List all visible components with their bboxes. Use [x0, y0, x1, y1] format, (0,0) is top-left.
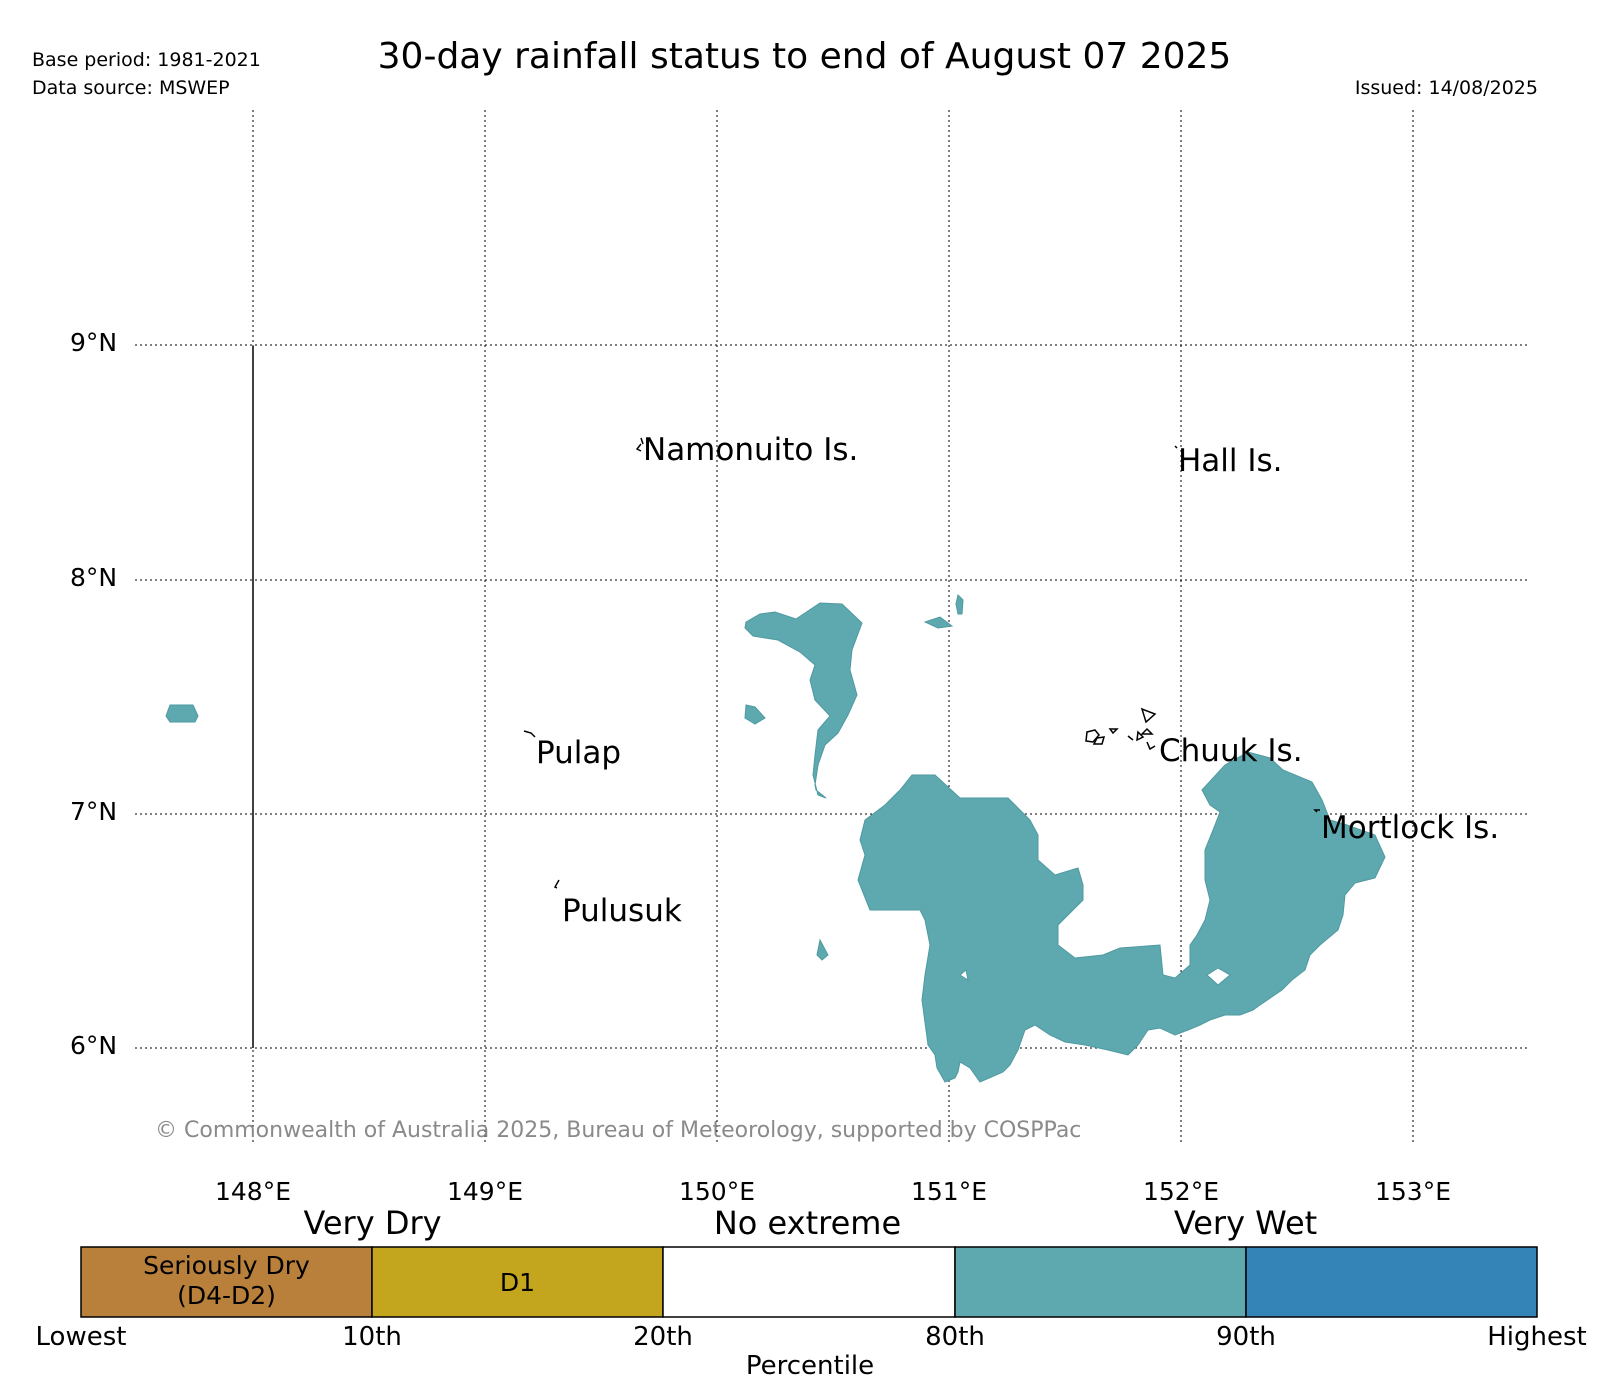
- place-pulusuk: Pulusuk: [562, 893, 682, 929]
- wet-hole-2: [959, 969, 969, 982]
- island-chuuk-2: [1085, 729, 1100, 743]
- place-chuuk: Chuuk Is.: [1159, 733, 1303, 769]
- wet-patch-small1: [744, 704, 766, 725]
- map-title: 30-day rainfall status to end of August …: [377, 36, 1232, 77]
- copyright-notice: © Commonwealth of Australia 2025, Bureau…: [155, 1118, 1082, 1143]
- legend-bar: [80, 1246, 1538, 1318]
- island-chuuk-1: [1140, 707, 1157, 724]
- wet-patch-small2: [923, 616, 954, 629]
- island-namonuito: [635, 443, 642, 452]
- island-chuuk-4: [1108, 728, 1119, 735]
- seriously-dry-line1: Seriously Dry: [143, 1251, 310, 1280]
- island-namonuito-2: [640, 437, 644, 445]
- percentile-90th: 90th: [1216, 1322, 1276, 1352]
- legend-segment-90-highest: [1245, 1246, 1538, 1318]
- wet-patch-small4: [816, 938, 829, 961]
- lat-tick-6: 6°N: [70, 1031, 118, 1060]
- wet-patch-west: [165, 704, 199, 723]
- issued-date: Issued: 14/08/2025: [1354, 77, 1538, 99]
- island-chuuk-3: [1092, 736, 1106, 745]
- wet-patch-small3: [955, 594, 964, 615]
- percentile-80th: 80th: [925, 1322, 985, 1352]
- island-chuuk-7: [1146, 741, 1156, 751]
- legend-category-very-wet: Very Wet: [1173, 1204, 1318, 1242]
- lon-tick-149: 149°E: [446, 1177, 523, 1206]
- lat-tick-9: 9°N: [70, 328, 118, 357]
- legend-axis-label: Percentile: [745, 1351, 875, 1381]
- wet-hole-1: [1206, 967, 1231, 986]
- lon-tick-153: 153°E: [1374, 1177, 1451, 1206]
- place-mortlock: Mortlock Is.: [1321, 810, 1500, 846]
- percentile-highest: Highest: [1487, 1322, 1587, 1352]
- legend-segment-d1: [371, 1246, 664, 1318]
- percentile-20th: 20th: [633, 1322, 693, 1352]
- place-hall: Hall Is.: [1178, 443, 1283, 479]
- island-chuuk-6: [1140, 727, 1154, 735]
- legend-category-no-extreme: No extreme: [713, 1204, 902, 1242]
- wet-holes: [959, 967, 1231, 986]
- very-wet-regions: [165, 594, 1386, 1083]
- seriously-dry-line2: (D4-D2): [177, 1281, 276, 1310]
- legend-segment-label-seriously-dry: Seriously Dry (D4-D2): [81, 1251, 372, 1311]
- island-hall: [1174, 445, 1178, 449]
- islands: [523, 437, 1320, 889]
- percentile-lowest: Lowest: [35, 1322, 127, 1352]
- wet-patch-north: [744, 602, 863, 799]
- data-source: Data source: MSWEP: [32, 77, 230, 99]
- place-pulap: Pulap: [536, 735, 622, 771]
- island-pulap: [523, 730, 536, 738]
- base-period: Base period: 1981-2021: [32, 49, 261, 71]
- legend-segment-80-90: [954, 1246, 1247, 1318]
- island-mortlock: [1313, 809, 1320, 813]
- place-namonuito: Namonuito Is.: [643, 432, 859, 468]
- percentile-10th: 10th: [342, 1322, 402, 1352]
- legend-segment-label-d1: D1: [499, 1268, 536, 1297]
- legend-category-very-dry: Very Dry: [303, 1204, 442, 1242]
- lon-tick-152: 152°E: [1142, 1177, 1219, 1206]
- lat-tick-7: 7°N: [70, 797, 118, 826]
- lon-tick-151: 151°E: [910, 1177, 987, 1206]
- lat-tick-8: 8°N: [70, 563, 118, 592]
- lon-tick-150: 150°E: [678, 1177, 755, 1206]
- legend-segment-no-extreme: [662, 1246, 956, 1318]
- lon-tick-148: 148°E: [214, 1177, 291, 1206]
- island-pulusuk: [553, 879, 560, 889]
- wet-patch-main: [857, 751, 1386, 1083]
- island-chuuk-8: [1127, 735, 1134, 741]
